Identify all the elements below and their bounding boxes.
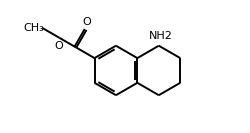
Text: O: O [82,17,91,27]
Text: NH2: NH2 [149,31,173,41]
Text: CH₃: CH₃ [23,23,44,33]
Text: O: O [55,41,64,51]
